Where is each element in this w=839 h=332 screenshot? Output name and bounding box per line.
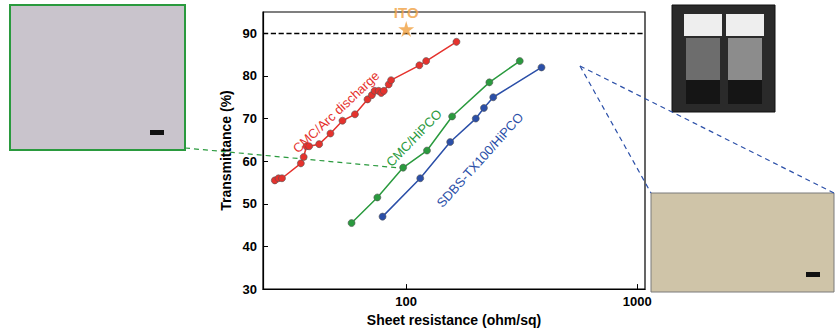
svg-text:CMC/Arc discharge: CMC/Arc discharge bbox=[290, 68, 383, 156]
svg-text:SDBS-TX100/HiPCO: SDBS-TX100/HiPCO bbox=[434, 110, 527, 211]
svg-text:Transmittance (%): Transmittance (%) bbox=[218, 90, 234, 211]
svg-text:40: 40 bbox=[243, 239, 257, 254]
svg-text:90: 90 bbox=[243, 26, 257, 41]
svg-text:Sheet resistance (ohm/sq): Sheet resistance (ohm/sq) bbox=[367, 312, 541, 328]
svg-text:CMC/HiPCO: CMC/HiPCO bbox=[383, 106, 445, 169]
svg-text:70: 70 bbox=[243, 111, 257, 126]
svg-text:30: 30 bbox=[243, 282, 257, 297]
svg-text:50: 50 bbox=[243, 196, 257, 211]
svg-text:ITO: ITO bbox=[394, 4, 419, 21]
svg-text:60: 60 bbox=[243, 154, 257, 169]
svg-text:80: 80 bbox=[243, 68, 257, 83]
svg-text:100: 100 bbox=[395, 294, 417, 309]
svg-text:1000: 1000 bbox=[623, 294, 652, 309]
